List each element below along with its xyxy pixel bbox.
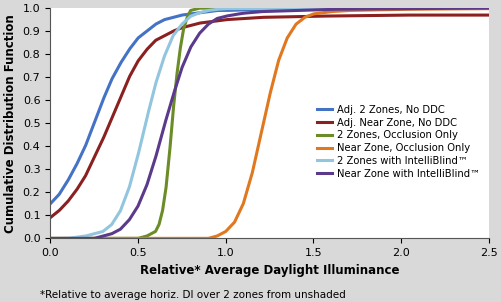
2 Zones, Occlusion Only	[47, 236, 53, 240]
Legend: Adj. 2 Zones, No DDC, Adj. Near Zone, No DDC, 2 Zones, Occlusion Only, Near Zone: Adj. 2 Zones, No DDC, Adj. Near Zone, No…	[312, 101, 483, 183]
Adj. Near Zone, No DDC	[472, 13, 478, 17]
Adj. Near Zone, No DDC	[47, 216, 53, 220]
Near Zone, Occlusion Only	[260, 121, 266, 124]
Near Zone, Occlusion Only	[485, 7, 491, 11]
Near Zone, Occlusion Only	[70, 236, 76, 240]
2 Zones, Occlusion Only	[472, 6, 478, 10]
2 Zones, Occlusion Only	[248, 6, 255, 10]
Near Zone with IntelliBlind™	[70, 236, 76, 240]
Near Zone, Occlusion Only	[472, 7, 478, 11]
Adj. Near Zone, No DDC	[472, 13, 478, 17]
2 Zones, Occlusion Only	[196, 6, 202, 10]
Near Zone with IntelliBlind™	[472, 6, 478, 10]
2 Zones with IntelliBlind™	[248, 7, 255, 10]
Near Zone, Occlusion Only	[472, 7, 478, 11]
X-axis label: Relative* Average Daylight Illuminance: Relative* Average Daylight Illuminance	[140, 264, 398, 277]
Adj. Near Zone, No DDC	[485, 13, 491, 17]
Near Zone with IntelliBlind™	[248, 11, 255, 14]
Adj. 2 Zones, No DDC	[248, 8, 255, 11]
Line: 2 Zones, Occlusion Only: 2 Zones, Occlusion Only	[50, 8, 488, 238]
Line: Near Zone with IntelliBlind™: Near Zone with IntelliBlind™	[50, 8, 488, 238]
Adj. Near Zone, No DDC	[398, 13, 404, 17]
Near Zone, Occlusion Only	[392, 8, 398, 11]
Line: Adj. 2 Zones, No DDC: Adj. 2 Zones, No DDC	[50, 8, 488, 204]
Y-axis label: Cumulative Distribution Function: Cumulative Distribution Function	[4, 14, 17, 233]
Adj. Near Zone, No DDC	[248, 16, 255, 20]
Adj. 2 Zones, No DDC	[70, 170, 76, 174]
2 Zones, Occlusion Only	[260, 6, 266, 10]
2 Zones with IntelliBlind™	[310, 6, 316, 10]
Adj. 2 Zones, No DDC	[392, 7, 398, 10]
Adj. Near Zone, No DDC	[260, 15, 266, 19]
2 Zones, Occlusion Only	[70, 236, 76, 240]
2 Zones with IntelliBlind™	[392, 6, 398, 10]
2 Zones, Occlusion Only	[392, 6, 398, 10]
Adj. 2 Zones, No DDC	[472, 6, 478, 10]
Near Zone with IntelliBlind™	[485, 6, 491, 10]
2 Zones with IntelliBlind™	[260, 7, 266, 10]
Near Zone with IntelliBlind™	[260, 10, 266, 13]
Adj. 2 Zones, No DDC	[47, 202, 53, 206]
2 Zones with IntelliBlind™	[485, 6, 491, 10]
Near Zone, Occlusion Only	[248, 172, 255, 176]
2 Zones with IntelliBlind™	[47, 236, 53, 240]
Adj. Near Zone, No DDC	[70, 193, 76, 197]
Adj. 2 Zones, No DDC	[472, 6, 478, 10]
Line: 2 Zones with IntelliBlind™: 2 Zones with IntelliBlind™	[50, 8, 488, 238]
Adj. 2 Zones, No DDC	[485, 6, 491, 10]
Text: *Relative to average horiz. DI over 2 zones from unshaded: *Relative to average horiz. DI over 2 zo…	[40, 291, 345, 300]
Adj. 2 Zones, No DDC	[260, 8, 266, 11]
Line: Adj. Near Zone, No DDC: Adj. Near Zone, No DDC	[50, 15, 488, 218]
2 Zones with IntelliBlind™	[70, 236, 76, 239]
2 Zones, Occlusion Only	[485, 6, 491, 10]
Near Zone with IntelliBlind™	[47, 236, 53, 240]
2 Zones with IntelliBlind™	[472, 6, 478, 10]
Near Zone with IntelliBlind™	[392, 7, 398, 11]
Line: Near Zone, Occlusion Only: Near Zone, Occlusion Only	[50, 9, 488, 238]
Near Zone with IntelliBlind™	[472, 6, 478, 10]
2 Zones, Occlusion Only	[472, 6, 478, 10]
Adj. Near Zone, No DDC	[392, 13, 398, 17]
2 Zones with IntelliBlind™	[472, 6, 478, 10]
Near Zone, Occlusion Only	[47, 236, 53, 240]
